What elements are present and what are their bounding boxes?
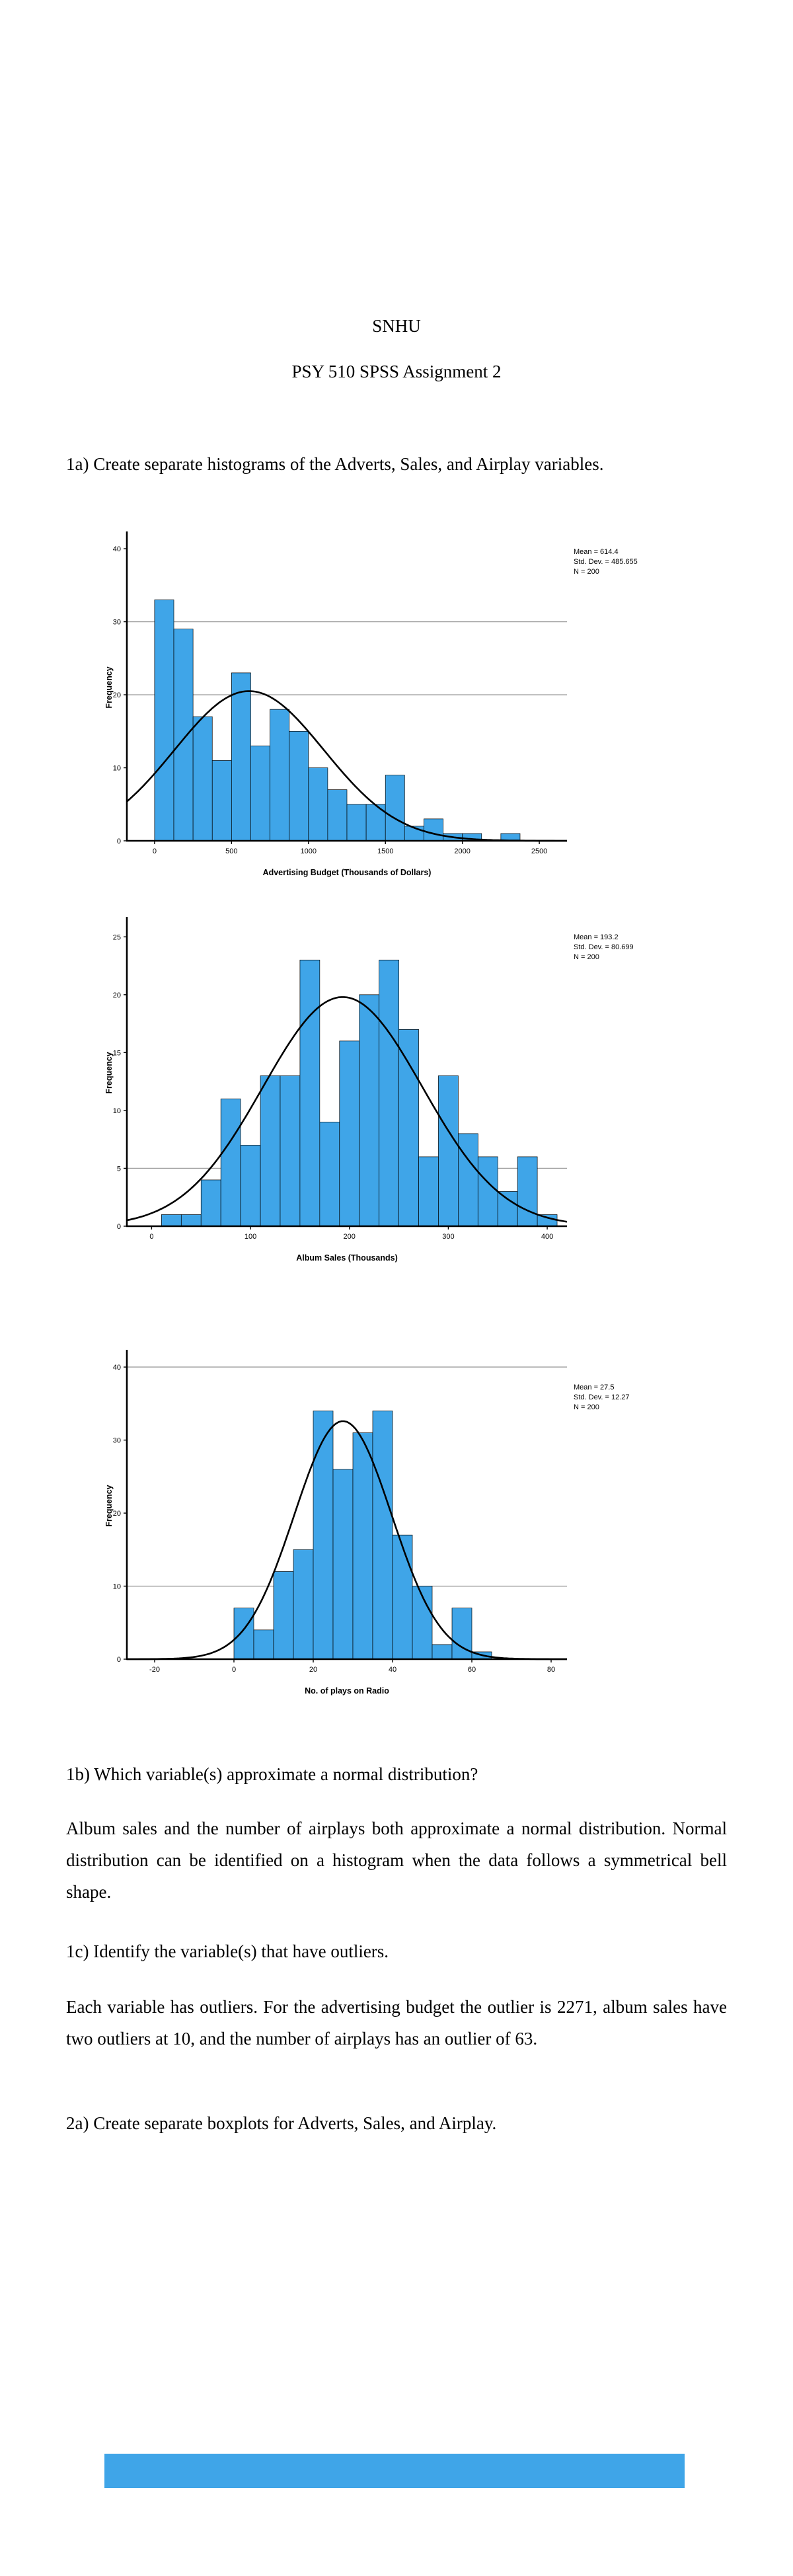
svg-text:N = 200: N = 200: [574, 1403, 599, 1411]
svg-text:10: 10: [113, 1107, 121, 1115]
svg-text:10: 10: [113, 1583, 121, 1591]
svg-text:40: 40: [113, 1364, 121, 1372]
histogram-adverts-plot: 0 10 20 30 40 0 500 1000 1500 2000 2500 Advertising…: [104, 531, 638, 877]
svg-text:0: 0: [153, 847, 157, 855]
svg-text:Mean = 614.4: Mean = 614.4: [574, 548, 619, 556]
document-title: SNHU: [372, 316, 421, 336]
svg-text:Std. Dev. = 12.27: Std. Dev. = 12.27: [574, 1393, 630, 1401]
svg-text:-20: -20: [149, 1666, 160, 1674]
svg-text:500: 500: [225, 847, 237, 855]
svg-text:15: 15: [113, 1049, 121, 1057]
svg-text:2500: 2500: [531, 847, 547, 855]
svg-text:N = 200: N = 200: [574, 568, 599, 576]
question-1a: 1a) Create separate histograms of the Ad…: [66, 454, 604, 474]
answer-1c: Each variable has outliers. For the adve…: [66, 1997, 727, 2049]
svg-text:0: 0: [149, 1233, 153, 1241]
svg-text:25: 25: [113, 933, 121, 941]
document-subtitle: PSY 510 SPSS Assignment 2: [291, 362, 502, 381]
svg-text:30: 30: [113, 619, 121, 627]
svg-text:20: 20: [113, 691, 121, 699]
svg-text:2000: 2000: [454, 847, 470, 855]
svg-text:40: 40: [113, 545, 121, 553]
svg-text:0: 0: [117, 838, 121, 845]
svg-text:0: 0: [117, 1223, 121, 1231]
answer-1b: Album sales and the number of airplays b…: [66, 1818, 727, 1902]
svg-text:10: 10: [113, 765, 121, 773]
svg-text:Advertising Budget (Thousands: Advertising Budget (Thousands of Dollars…: [263, 868, 432, 877]
svg-text:No. of plays on Radio: No. of plays on Radio: [305, 1686, 389, 1696]
svg-text:Frequency: Frequency: [104, 666, 114, 708]
svg-text:N = 200: N = 200: [574, 953, 599, 961]
svg-text:20: 20: [113, 992, 121, 999]
histogram-airplay: 0 10 20 30 40 -20 0 20 40 60 80 No. of plays on Rad…: [103, 1342, 671, 1712]
svg-text:100: 100: [245, 1233, 256, 1241]
svg-text:400: 400: [541, 1233, 553, 1241]
svg-text:Frequency: Frequency: [104, 1485, 114, 1526]
cropped-boxplot-figure-strip: [104, 2454, 685, 2488]
svg-text:200: 200: [344, 1233, 356, 1241]
svg-text:1500: 1500: [377, 847, 393, 855]
svg-text:Std. Dev. = 80.699: Std. Dev. = 80.699: [574, 943, 634, 951]
histogram-airplay-plot: 0 10 20 30 40 -20 0 20 40 60 80 No. of plays on Rad…: [104, 1350, 630, 1696]
svg-text:Mean = 27.5: Mean = 27.5: [574, 1384, 614, 1391]
svg-text:0: 0: [232, 1666, 236, 1674]
question-2a: 2a) Create separate boxplots for Adverts…: [66, 2113, 497, 2133]
question-1c: 1c) Identify the variable(s) that have o…: [66, 1941, 389, 1961]
svg-text:Std. Dev. = 485.655: Std. Dev. = 485.655: [574, 558, 638, 566]
svg-text:40: 40: [389, 1666, 397, 1674]
svg-text:80: 80: [547, 1666, 555, 1674]
svg-text:Frequency: Frequency: [104, 1052, 114, 1093]
question-1b: 1b) Which variable(s) approximate a norm…: [66, 1764, 478, 1784]
histogram-sales: 0 5 10 15 20 25 0 100 200 300 400 Album Sales (Thou…: [103, 909, 671, 1279]
histogram-sales-plot: 0 5 10 15 20 25 0 100 200 300 400 Album Sales (Thou…: [104, 917, 634, 1263]
svg-text:30: 30: [113, 1437, 121, 1445]
svg-text:Album Sales (Thousands): Album Sales (Thousands): [296, 1253, 398, 1263]
svg-text:5: 5: [117, 1165, 121, 1173]
svg-text:60: 60: [468, 1666, 476, 1674]
svg-text:20: 20: [113, 1510, 121, 1518]
svg-text:20: 20: [309, 1666, 317, 1674]
svg-text:Mean = 193.2: Mean = 193.2: [574, 933, 619, 941]
svg-text:1000: 1000: [301, 847, 317, 855]
svg-text:0: 0: [117, 1656, 121, 1664]
svg-text:300: 300: [442, 1233, 454, 1241]
histogram-adverts: 0 10 20 30 40 0 500 1000 1500 2000 2500 Advertising…: [103, 524, 671, 894]
